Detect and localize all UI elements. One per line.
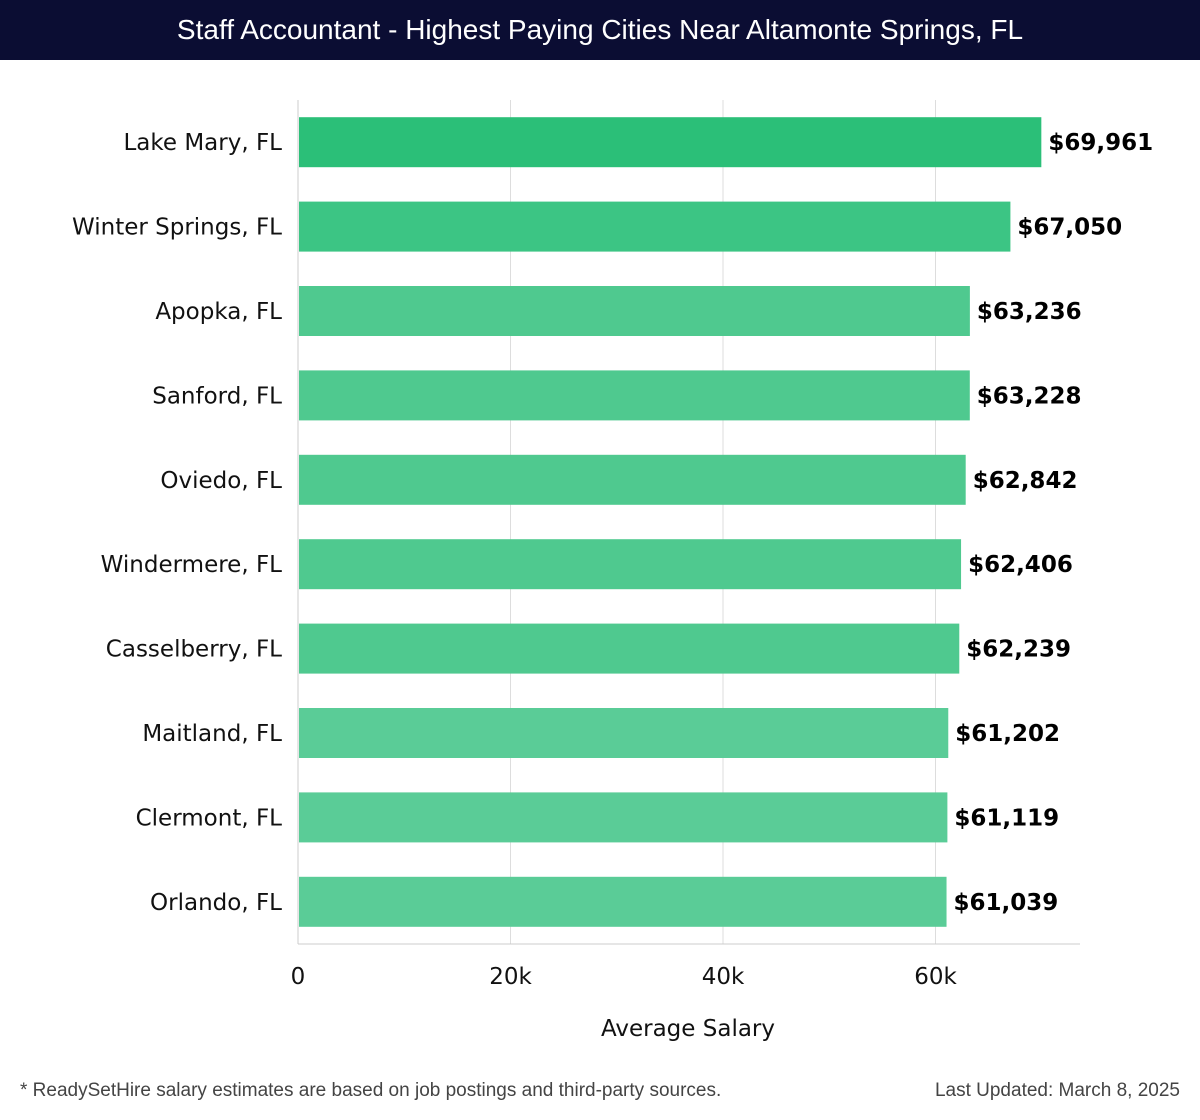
bar: [299, 201, 1011, 252]
x-tick-labels: 0 20k 40k 60k: [291, 964, 958, 990]
x-tick-label: 60k: [914, 964, 957, 990]
bar: [299, 792, 948, 843]
bar: [299, 623, 960, 674]
category-label: Lake Mary, FL: [123, 130, 282, 156]
category-label: Sanford, FL: [152, 383, 282, 409]
value-label: $63,228: [977, 383, 1082, 409]
last-updated: Last Updated: March 8, 2025: [934, 1080, 1180, 1101]
value-label: $62,842: [973, 468, 1078, 494]
x-tick-label: 0: [291, 964, 306, 990]
x-axis-title: Average Salary: [601, 1016, 775, 1042]
value-label: $67,050: [1017, 215, 1122, 241]
category-label: Winter Springs, FL: [72, 215, 282, 241]
category-label: Casselberry, FL: [106, 637, 282, 663]
value-label: $63,236: [977, 299, 1082, 325]
footer-note: * ReadySetHire salary estimates are base…: [20, 1080, 722, 1101]
value-label: $61,202: [955, 721, 1060, 747]
bar: [299, 454, 966, 505]
category-labels: Lake Mary, FL Winter Springs, FL Apopka, F…: [72, 130, 282, 916]
category-label: Clermont, FL: [136, 805, 283, 831]
value-labels: $69,961 $67,050 $63,236 $63,228 $62,842 $62,4…: [954, 130, 1154, 916]
bar: [299, 876, 947, 927]
category-label: Windermere, FL: [101, 552, 283, 578]
value-label: $62,239: [966, 637, 1071, 663]
bar: [299, 370, 970, 421]
bar: [299, 708, 949, 758]
x-tick-label: 20k: [489, 964, 532, 990]
category-label: Oviedo, FL: [160, 468, 282, 494]
value-label: $61,039: [954, 890, 1059, 916]
value-label: $62,406: [968, 552, 1073, 578]
x-tick-label: 40k: [702, 964, 745, 990]
category-label: Orlando, FL: [150, 890, 282, 916]
bar: [299, 286, 970, 336]
category-label: Apopka, FL: [155, 299, 282, 325]
bars: [299, 117, 1042, 927]
bar: [299, 539, 962, 590]
value-label: $61,119: [954, 805, 1059, 831]
category-label: Maitland, FL: [142, 721, 282, 747]
bar: [299, 117, 1042, 168]
chart-title: Staff Accountant - Highest Paying Cities…: [0, 0, 1200, 60]
value-label: $69,961: [1048, 130, 1153, 156]
